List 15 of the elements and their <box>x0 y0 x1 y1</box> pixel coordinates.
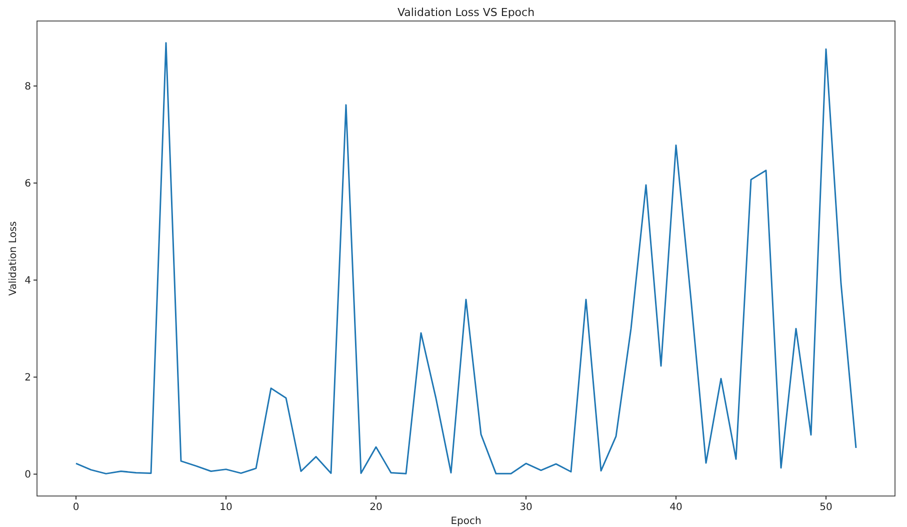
x-tick-label: 10 <box>220 502 232 513</box>
x-tick-label: 50 <box>820 502 832 513</box>
x-axis-title: Epoch <box>450 516 482 527</box>
x-tick-label: 20 <box>370 502 382 513</box>
x-tick-label: 40 <box>670 502 682 513</box>
line-series <box>75 42 857 474</box>
x-tick-label: 0 <box>72 502 80 513</box>
y-axis-title: Validation Loss <box>8 221 19 296</box>
y-tick-label: 6 <box>24 178 31 190</box>
chart-title: Validation Loss VS Epoch <box>397 6 535 19</box>
x-tick-label: 30 <box>520 502 532 513</box>
y-tick-label: 2 <box>24 372 31 384</box>
y-tick-label: 4 <box>24 276 31 287</box>
y-tick-label: 0 <box>24 470 31 481</box>
y-tick-label: 8 <box>24 82 31 93</box>
